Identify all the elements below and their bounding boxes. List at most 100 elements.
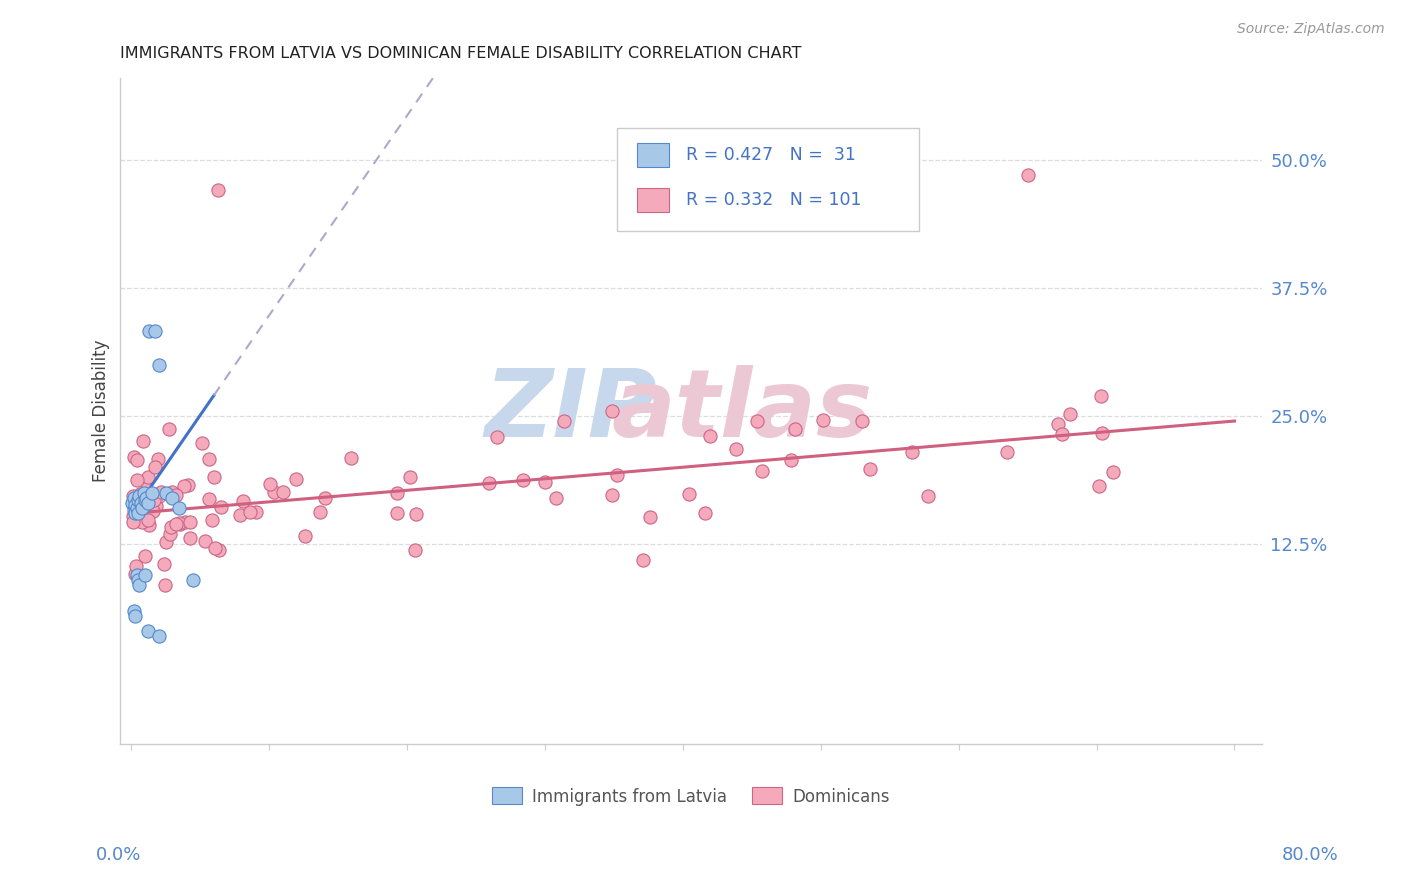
- Point: [129, 514, 152, 528]
- Point: [124, 506, 146, 520]
- Point: [785, 421, 807, 435]
- Point: [232, 494, 254, 508]
- Point: [165, 517, 187, 532]
- Point: [148, 489, 170, 503]
- Point: [121, 496, 143, 510]
- Point: [284, 472, 307, 486]
- Point: [122, 489, 145, 503]
- Point: [141, 485, 163, 500]
- Point: [122, 450, 145, 464]
- Point: [309, 504, 332, 518]
- Text: R = 0.427   N =  31: R = 0.427 N = 31: [686, 145, 856, 164]
- Point: [157, 422, 180, 436]
- Point: [169, 516, 191, 531]
- Point: [150, 485, 173, 500]
- Point: [125, 501, 148, 516]
- Point: [124, 566, 146, 581]
- Point: [387, 486, 409, 500]
- Point: [179, 531, 201, 545]
- Point: [553, 414, 575, 428]
- Point: [197, 451, 219, 466]
- Point: [135, 475, 157, 490]
- Point: [190, 435, 212, 450]
- Text: Source: ZipAtlas.com: Source: ZipAtlas.com: [1237, 22, 1385, 37]
- Point: [146, 451, 169, 466]
- Point: [165, 488, 187, 502]
- Point: [851, 414, 873, 428]
- Point: [201, 513, 224, 527]
- Point: [131, 501, 153, 516]
- FancyBboxPatch shape: [617, 128, 920, 231]
- Point: [1091, 426, 1114, 441]
- Point: [155, 578, 177, 592]
- Text: 80.0%: 80.0%: [1282, 846, 1339, 863]
- Point: [699, 429, 721, 443]
- Point: [780, 453, 803, 467]
- Point: [122, 503, 145, 517]
- Point: [132, 485, 155, 500]
- Point: [631, 553, 654, 567]
- Point: [600, 488, 623, 502]
- Point: [198, 491, 221, 506]
- Point: [143, 493, 166, 508]
- Point: [202, 470, 225, 484]
- Point: [124, 498, 146, 512]
- Point: [204, 541, 226, 555]
- Point: [1050, 426, 1073, 441]
- Point: [142, 503, 165, 517]
- Point: [143, 324, 166, 338]
- Point: [478, 475, 501, 490]
- Point: [173, 479, 195, 493]
- Point: [148, 358, 170, 372]
- Point: [534, 475, 557, 489]
- Point: [174, 515, 197, 529]
- Point: [405, 508, 427, 522]
- Point: [194, 533, 217, 548]
- Point: [263, 485, 285, 500]
- Point: [207, 542, 229, 557]
- Point: [127, 473, 149, 487]
- Point: [145, 499, 167, 513]
- Point: [859, 461, 882, 475]
- Point: [314, 491, 336, 505]
- Point: [136, 470, 159, 484]
- Point: [124, 558, 146, 573]
- Point: [134, 567, 156, 582]
- Point: [136, 496, 159, 510]
- Point: [1090, 389, 1112, 403]
- Point: [125, 567, 148, 582]
- Point: [134, 549, 156, 564]
- Point: [169, 501, 191, 516]
- Text: 0.0%: 0.0%: [96, 846, 141, 863]
- Point: [131, 515, 153, 529]
- Point: [1102, 465, 1125, 479]
- Point: [129, 487, 152, 501]
- Point: [136, 624, 159, 639]
- Point: [751, 465, 773, 479]
- Point: [813, 413, 835, 427]
- Point: [544, 491, 567, 505]
- Point: [177, 478, 200, 492]
- Point: [638, 510, 661, 524]
- Point: [209, 500, 232, 514]
- Point: [917, 489, 939, 503]
- Point: [122, 604, 145, 618]
- Point: [128, 489, 150, 503]
- Point: [1017, 168, 1039, 182]
- Point: [127, 506, 149, 520]
- Point: [162, 485, 184, 500]
- Point: [129, 496, 152, 510]
- Point: [385, 506, 408, 520]
- Point: [239, 505, 262, 519]
- Point: [162, 491, 184, 505]
- Point: [678, 487, 700, 501]
- Point: [143, 459, 166, 474]
- Point: [747, 414, 769, 428]
- Text: ZIP: ZIP: [485, 365, 658, 457]
- Point: [136, 513, 159, 527]
- Point: [167, 516, 190, 530]
- Point: [148, 629, 170, 643]
- Point: [122, 515, 145, 529]
- Point: [127, 452, 149, 467]
- Point: [131, 434, 153, 449]
